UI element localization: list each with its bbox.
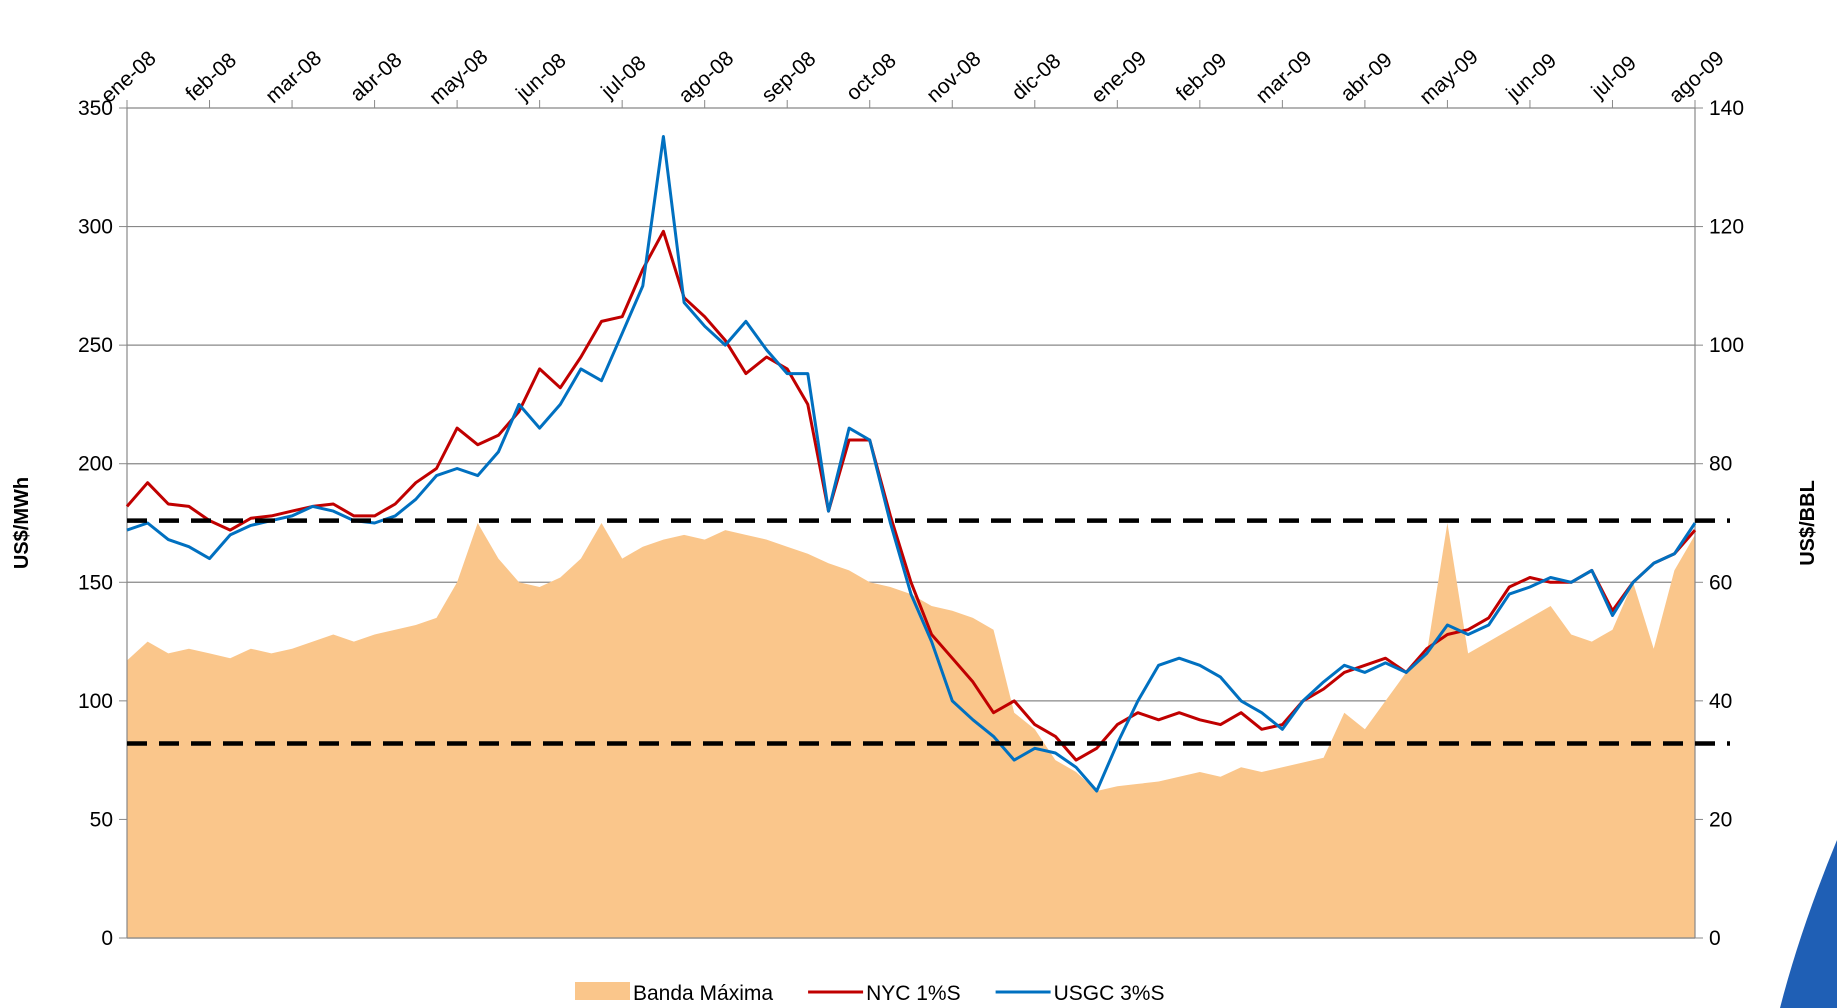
y2-axis-title: US$/BBL — [1797, 480, 1819, 566]
x-tick-label: abr-08 — [346, 48, 407, 106]
y2-tick-label: 120 — [1709, 216, 1744, 239]
x-tick-label: dic-08 — [1007, 49, 1065, 104]
x-tick-label: feb-09 — [1172, 49, 1232, 106]
x-tick-label: mar-09 — [1252, 46, 1317, 108]
line — [126, 135, 1697, 793]
x-tick-label: may-09 — [1415, 45, 1482, 109]
legend-label: Banda Máxima — [633, 982, 773, 1005]
y-tick-label: 350 — [78, 97, 113, 120]
x-tick-label: ene-08 — [97, 47, 161, 108]
y2-tick-label: 100 — [1709, 334, 1744, 357]
y2-tick-label: 20 — [1709, 808, 1732, 831]
y-tick-label: 0 — [101, 927, 113, 950]
y-tick-label: 300 — [78, 216, 113, 239]
x-tick-label: mar-08 — [261, 46, 326, 108]
y-tick-label: 50 — [90, 808, 113, 831]
area — [127, 523, 1695, 938]
decoration — [1780, 840, 1837, 1008]
y-axis-title: US$/MWh — [11, 477, 33, 569]
legend-label: USGC 3%S — [1054, 982, 1165, 1005]
x-tick-label: jul-09 — [1587, 51, 1641, 103]
y-tick-label: 150 — [78, 571, 113, 594]
x-tick-label: nov-08 — [922, 47, 985, 107]
x-tick-label: jun-09 — [1501, 49, 1561, 106]
x-tick-label: ago-08 — [674, 47, 738, 108]
x-tick-label: oct-08 — [842, 49, 901, 105]
x-tick-label: ene-09 — [1087, 47, 1151, 108]
legend-label: NYC 1%S — [866, 982, 961, 1005]
x-tick-label: jul-08 — [596, 51, 650, 103]
y2-tick-label: 80 — [1709, 453, 1732, 476]
legend-swatch — [575, 982, 630, 1000]
y-tick-label: 100 — [78, 690, 113, 713]
x-tick-label: jun-08 — [511, 49, 571, 106]
y-tick-label: 200 — [78, 453, 113, 476]
y-tick-label: 250 — [78, 334, 113, 357]
x-tick-label: may-08 — [425, 45, 492, 109]
x-tick-label: feb-08 — [181, 49, 241, 106]
y2-tick-label: 0 — [1709, 927, 1721, 950]
x-tick-label: sep-08 — [757, 47, 820, 107]
y2-tick-label: 60 — [1709, 571, 1732, 594]
y2-tick-label: 40 — [1709, 690, 1732, 713]
x-tick-label: abr-09 — [1336, 48, 1397, 106]
y2-tick-label: 140 — [1709, 97, 1744, 120]
